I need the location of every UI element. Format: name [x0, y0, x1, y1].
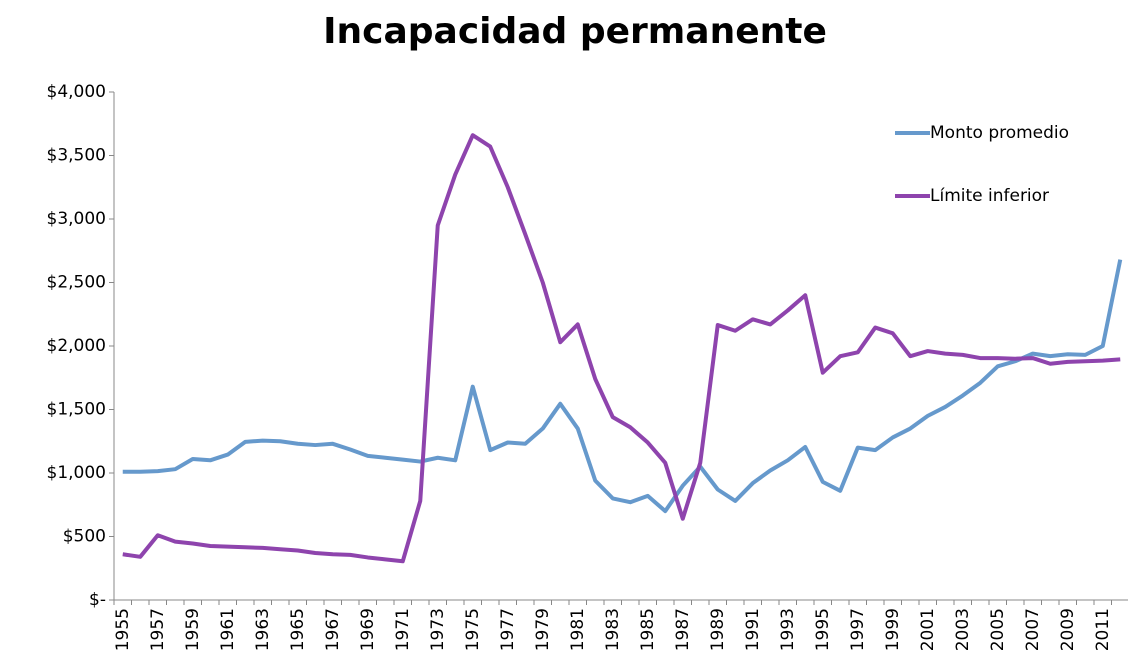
x-tick-label: 1993 — [778, 608, 798, 651]
x-tick-label: 1995 — [813, 608, 833, 651]
x-tick-label: 1965 — [288, 608, 308, 651]
x-tick-label: 1959 — [183, 608, 203, 651]
x-tick-label: 1961 — [218, 608, 238, 651]
y-tick-label: $2,500 — [47, 273, 106, 293]
x-tick-label: 1975 — [463, 608, 483, 651]
x-tick-label: 2001 — [918, 608, 938, 651]
x-tick-label: 2005 — [988, 608, 1008, 651]
x-tick-label: 1979 — [533, 608, 553, 651]
x-tick-label: 1967 — [323, 608, 343, 651]
x-tick-label: 1991 — [743, 608, 763, 651]
x-tick-label: 1957 — [148, 608, 168, 651]
x-tick-label: 1989 — [708, 608, 728, 651]
x-tick-label: 1955 — [113, 608, 133, 651]
y-tick-label: $- — [89, 590, 106, 610]
y-tick-label: $2,000 — [47, 336, 106, 356]
x-tick-label: 1983 — [603, 608, 623, 651]
x-tick-label: 1971 — [393, 608, 413, 651]
x-tick-label: 2011 — [1093, 608, 1113, 651]
series-line — [122, 133, 1121, 564]
y-tick-label: $1,000 — [47, 463, 106, 483]
x-tick-label: 1973 — [428, 608, 448, 651]
x-tick-label: 2009 — [1058, 608, 1078, 651]
chart-title: Incapacidad permanente — [323, 11, 827, 52]
y-tick-label: $1,500 — [47, 400, 106, 420]
legend-label: Límite inferior — [930, 186, 1049, 206]
x-tick-label: 2003 — [953, 608, 973, 651]
x-tick-label: 1963 — [253, 608, 273, 651]
legend-label: Monto promedio — [930, 123, 1069, 143]
x-tick-label: 2007 — [1023, 608, 1043, 651]
x-tick-label: 1981 — [568, 608, 588, 651]
x-tick-label: 1985 — [638, 608, 658, 651]
x-tick-label: 1997 — [848, 608, 868, 651]
y-tick-label: $3,000 — [47, 209, 106, 229]
x-tick-label: 1977 — [498, 608, 518, 651]
x-tick-label: 1987 — [673, 608, 693, 651]
x-tick-label: 1969 — [358, 608, 378, 651]
y-tick-label: $4,000 — [47, 82, 106, 102]
series-line — [122, 259, 1123, 514]
y-tick-label: $3,500 — [47, 146, 106, 166]
y-tick-label: $500 — [63, 527, 106, 547]
x-tick-label: 1999 — [883, 608, 903, 651]
